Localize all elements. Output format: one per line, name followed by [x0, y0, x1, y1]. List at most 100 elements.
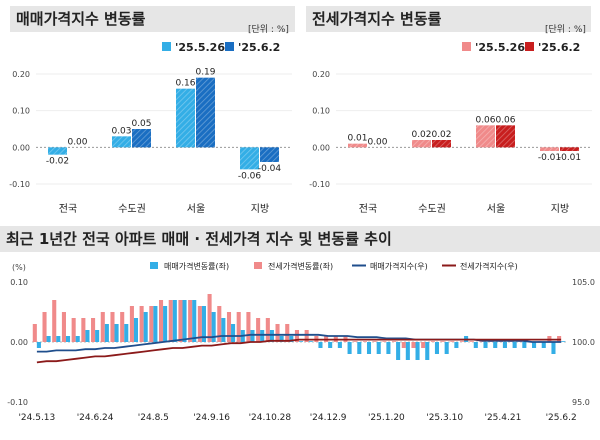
trend-bar — [211, 312, 216, 342]
trend-bar — [217, 306, 222, 342]
x-tick-label: '25.3.10 — [426, 413, 463, 423]
data-label: -0.06 — [238, 171, 262, 181]
trend-bar — [201, 306, 206, 342]
trend-bar — [308, 341, 313, 342]
trend-bar — [129, 306, 134, 342]
trend-bar — [405, 342, 410, 360]
bar — [476, 125, 495, 148]
trend-bar — [32, 324, 37, 342]
y-left-tick-label: 0.10 — [10, 278, 28, 287]
y-right-tick-label: 95.0 — [572, 398, 590, 407]
trend-bar — [188, 300, 193, 342]
left-unit: (%) — [12, 263, 26, 272]
trend-bar — [425, 342, 430, 360]
data-label: 0.01 — [347, 134, 367, 144]
trend-bar — [473, 342, 478, 348]
x-tick-label: '24.12.9 — [310, 413, 347, 423]
data-label: 0.02 — [411, 130, 431, 140]
trend-bar — [75, 336, 80, 342]
sale-change-chart: 0.20 0.10 0.00 -0.10 '25.5.26 '25.6.2 전국 -0.02 0… — [9, 41, 292, 215]
trend-bar — [561, 341, 566, 342]
data-label: -0.02 — [46, 157, 69, 167]
legend-label: 매매가격지수(우) — [370, 261, 428, 271]
bar — [112, 136, 131, 148]
category-label: 수도권 — [418, 203, 446, 215]
y-tick-label: 0.00 — [12, 143, 30, 152]
data-label: 0.00 — [67, 137, 87, 147]
trend-bar — [396, 342, 401, 360]
y-tick-label: 0.10 — [312, 107, 330, 116]
trend-bar — [289, 336, 294, 342]
trend-bar — [226, 312, 232, 342]
trend-bar — [124, 324, 129, 342]
bar — [560, 147, 579, 151]
sale-panel-unit: [단위 : %] — [248, 25, 289, 35]
bar — [132, 129, 151, 148]
trend-panel-title: 최근 1년간 전국 아파트 매매 · 전세가격 지수 및 변동률 추이 — [0, 226, 600, 252]
trend-bar — [139, 306, 144, 342]
trend-bar — [299, 341, 304, 342]
jeonse-index-line — [36, 338, 562, 364]
trend-bar — [56, 336, 61, 342]
trend-bar — [279, 336, 284, 342]
legend-label: '25.6.2 — [538, 41, 580, 54]
trend-bar — [382, 341, 387, 342]
trend-bar — [143, 312, 148, 342]
trend-bar — [459, 341, 465, 342]
trend-bar — [236, 312, 241, 342]
trend-bar — [265, 318, 270, 342]
bar — [496, 125, 515, 148]
trend-bar — [42, 312, 47, 342]
data-label: 0.06 — [475, 115, 495, 125]
category-label: 지방 — [251, 203, 269, 215]
legend-swatch — [254, 262, 262, 269]
data-label: -0.04 — [258, 164, 282, 174]
trend-bar — [541, 342, 546, 348]
legend-label: 전세가격변동률(좌) — [268, 261, 333, 271]
trend-bar — [168, 300, 173, 342]
trend-bar — [256, 318, 261, 342]
data-label: 0.06 — [495, 115, 515, 125]
trend-bar — [362, 341, 367, 342]
y-tick-label: -0.10 — [309, 180, 330, 189]
trend-bar — [61, 312, 66, 342]
trend-bar — [285, 324, 290, 342]
trend-bar — [182, 300, 187, 342]
trend-bar — [178, 300, 183, 342]
category-label: 전국 — [359, 203, 377, 215]
trend-bar — [493, 342, 498, 348]
bar — [432, 140, 451, 148]
trend-bar — [52, 300, 57, 342]
trend-bar — [149, 306, 154, 342]
bar — [348, 143, 367, 148]
category-label: 전국 — [59, 203, 77, 215]
data-label: 0.19 — [195, 68, 215, 78]
trend-bar — [392, 341, 397, 342]
y-tick-label: -0.10 — [9, 180, 30, 189]
trend-bar — [192, 300, 197, 342]
trend-bar — [246, 312, 251, 342]
trend-bar — [158, 300, 164, 342]
x-tick-label: '24.6.24 — [77, 413, 114, 423]
trend-bar — [172, 300, 177, 342]
legend-swatch — [225, 42, 234, 51]
y-left-tick-label: 0.00 — [10, 338, 28, 347]
trend-bar — [120, 312, 125, 342]
legend-swatch — [462, 42, 471, 51]
trend-bar — [81, 318, 86, 342]
trend-bar — [401, 342, 406, 348]
bar — [48, 147, 67, 155]
trend-bar — [110, 312, 115, 342]
trend-bar — [269, 330, 274, 342]
trend-bar — [36, 342, 41, 348]
x-tick-label: '25.1.20 — [368, 413, 405, 423]
trend-bar — [430, 341, 435, 342]
y-right-tick-label: 100.0 — [572, 338, 595, 347]
legend-label: '25.6.2 — [238, 41, 280, 54]
trend-bar — [386, 342, 391, 354]
legend-label: 매매가격변동률(좌) — [164, 261, 229, 271]
trend-bar — [328, 342, 333, 348]
trend-bar — [71, 318, 76, 342]
trend-bar — [357, 342, 362, 354]
trend-bar — [434, 342, 440, 354]
